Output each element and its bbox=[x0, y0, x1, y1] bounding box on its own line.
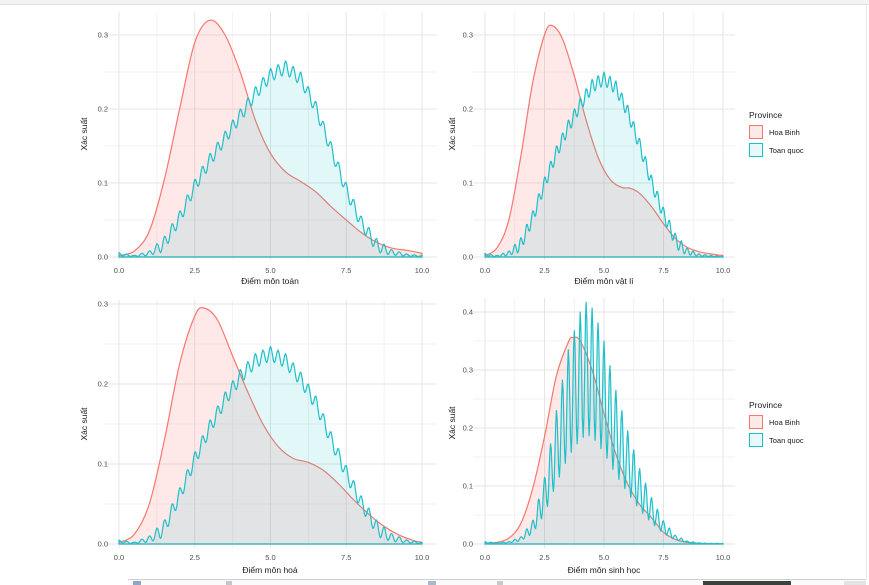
legend-label-hoa-binh: Hoa Binh bbox=[769, 417, 800, 427]
legend-top: Province Hoa Binh Toan quoc bbox=[749, 110, 867, 159]
legend-item-hoa-binh: Hoa Binh bbox=[749, 413, 867, 431]
density-panel-2: 0.0 2.5 5.0 7.5 10.0 0.0 0.1 0.2 0.3 bbox=[98, 300, 437, 563]
legend-title: Province bbox=[749, 110, 783, 120]
next-figure-top-edge bbox=[128, 579, 866, 585]
x-axis-title-sinh-hoc: Điểm môn sinh học bbox=[567, 565, 641, 575]
x-tick-label: 2.5 bbox=[539, 266, 549, 275]
tick-labels: 0.0 2.5 5.0 7.5 10.0 0.0 0.1 0.2 0.3 bbox=[463, 31, 731, 276]
hoa-binh-density-curve bbox=[118, 307, 423, 545]
minor-gridlines bbox=[104, 300, 437, 548]
window-right-edge bbox=[866, 4, 867, 578]
hoa-binh-density-curve bbox=[484, 24, 724, 258]
x-tick-label: 0.0 bbox=[114, 553, 124, 562]
toan-quoc-swatch-icon bbox=[749, 143, 763, 157]
y-tick-label: 0.2 bbox=[463, 105, 473, 114]
bottom-strip-mark bbox=[133, 581, 141, 585]
legend-label-toan-quoc: Toan quoc bbox=[769, 145, 804, 155]
toan-quoc-swatch-icon bbox=[749, 433, 763, 447]
y-tick-label: 0.3 bbox=[98, 31, 108, 40]
x-tick-label: 0.0 bbox=[480, 553, 490, 562]
hoa-binh-swatch-icon bbox=[749, 125, 763, 139]
bottom-strip-mark bbox=[497, 581, 503, 585]
window-top-edge bbox=[0, 0, 869, 5]
toan-quoc-density-curve bbox=[118, 345, 423, 545]
x-tick-label: 5.0 bbox=[599, 553, 609, 562]
y-tick-label: 0.3 bbox=[98, 300, 108, 309]
y-tick-label: 0.2 bbox=[98, 380, 108, 389]
x-tick-label: 7.5 bbox=[341, 266, 351, 275]
y-tick-label: 0.0 bbox=[463, 253, 473, 262]
x-tick-label: 10.0 bbox=[716, 266, 731, 275]
x-tick-label: 10.0 bbox=[415, 553, 430, 562]
toan-quoc-density-curve bbox=[484, 71, 724, 258]
y-tick-label: 0.0 bbox=[98, 253, 108, 262]
x-tick-label: 5.0 bbox=[599, 266, 609, 275]
bottom-strip-mark bbox=[428, 581, 436, 585]
tick-labels: 0.0 2.5 5.0 7.5 10.0 0.0 0.1 0.2 0.3 0.4 bbox=[463, 308, 731, 563]
y-tick-label: 0.1 bbox=[98, 460, 108, 469]
x-tick-label: 7.5 bbox=[658, 553, 668, 562]
x-axis-title-vat-li: Điểm môn vật lí bbox=[574, 276, 634, 286]
density-panel-3: 0.0 2.5 5.0 7.5 10.0 0.0 0.1 0.2 0.3 0.4 bbox=[463, 298, 735, 562]
x-axis-title-toan: Điểm môn toán bbox=[241, 276, 299, 286]
y-tick-label: 0.2 bbox=[98, 105, 108, 114]
y-tick-label: 0.1 bbox=[463, 179, 473, 188]
legend-title: Province bbox=[749, 400, 783, 410]
y-tick-label: 0.3 bbox=[463, 366, 473, 375]
x-axis-title-hoa: Điểm môn hoá bbox=[242, 565, 298, 575]
x-tick-label: 5.0 bbox=[265, 266, 275, 275]
y-axis-title-sinh-hoc: Xác suất bbox=[447, 406, 457, 440]
y-tick-label: 0.2 bbox=[463, 424, 473, 433]
y-axis-title-hoa: Xác suất bbox=[79, 407, 89, 441]
toan-quoc-density-curve bbox=[484, 301, 724, 545]
density-panel-0: 0.0 2.5 5.0 7.5 10.0 0.0 0.1 0.2 0.3 bbox=[98, 12, 437, 275]
tick-labels: 0.0 2.5 5.0 7.5 10.0 0.0 0.1 0.2 0.3 bbox=[98, 31, 430, 276]
x-tick-label: 7.5 bbox=[658, 266, 668, 275]
y-tick-label: 0.3 bbox=[463, 31, 473, 40]
y-axis-title-toan: Xác suất bbox=[79, 117, 89, 151]
legend-item-hoa-binh: Hoa Binh bbox=[749, 123, 867, 141]
density-panel-1: 0.0 2.5 5.0 7.5 10.0 0.0 0.1 0.2 0.3 bbox=[463, 12, 735, 275]
y-tick-label: 0.1 bbox=[98, 179, 108, 188]
hoa-binh-swatch-icon bbox=[749, 415, 763, 429]
toan-quoc-density-curve bbox=[118, 60, 423, 258]
legend-bottom: Province Hoa Binh Toan quoc bbox=[749, 400, 867, 449]
tick-labels: 0.0 2.5 5.0 7.5 10.0 0.0 0.1 0.2 0.3 bbox=[98, 300, 430, 563]
x-tick-label: 2.5 bbox=[539, 553, 549, 562]
x-tick-label: 0.0 bbox=[114, 266, 124, 275]
legend-item-toan-quoc: Toan quoc bbox=[749, 141, 867, 159]
x-tick-label: 5.0 bbox=[265, 553, 275, 562]
x-tick-label: 2.5 bbox=[190, 266, 200, 275]
hoa-binh-density-curve bbox=[118, 19, 423, 258]
legend-item-toan-quoc: Toan quoc bbox=[749, 431, 867, 449]
x-tick-label: 0.0 bbox=[480, 266, 490, 275]
y-tick-label: 0.4 bbox=[463, 308, 473, 317]
y-tick-label: 0.0 bbox=[463, 540, 473, 549]
x-tick-label: 10.0 bbox=[415, 266, 430, 275]
x-tick-label: 2.5 bbox=[190, 553, 200, 562]
bottom-strip-dark-image-sliver bbox=[703, 581, 791, 585]
x-tick-label: 10.0 bbox=[716, 553, 731, 562]
y-axis-title-vat-li: Xác suất bbox=[447, 117, 457, 151]
bottom-strip-mark bbox=[226, 581, 232, 585]
y-tick-label: 0.0 bbox=[98, 540, 108, 549]
x-tick-label: 7.5 bbox=[341, 553, 351, 562]
y-tick-label: 0.1 bbox=[463, 482, 473, 491]
legend-label-hoa-binh: Hoa Binh bbox=[769, 127, 800, 137]
legend-label-toan-quoc: Toan quoc bbox=[769, 435, 804, 445]
bottom-strip-mark bbox=[844, 581, 866, 585]
